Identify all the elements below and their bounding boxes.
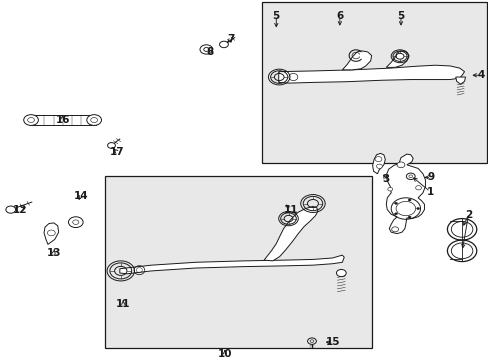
- Text: 15: 15: [325, 337, 340, 347]
- Text: 4: 4: [477, 70, 485, 80]
- Circle shape: [47, 230, 55, 236]
- Circle shape: [376, 164, 382, 168]
- Circle shape: [374, 157, 381, 162]
- Text: 5: 5: [272, 11, 279, 21]
- Text: 3: 3: [382, 174, 389, 184]
- Circle shape: [396, 162, 404, 168]
- Text: 11: 11: [283, 204, 298, 215]
- Text: 12: 12: [13, 204, 28, 215]
- Circle shape: [87, 115, 102, 125]
- Text: 8: 8: [206, 47, 213, 57]
- Circle shape: [387, 188, 392, 191]
- Circle shape: [394, 213, 397, 215]
- Circle shape: [107, 143, 115, 148]
- Polygon shape: [44, 223, 59, 244]
- Circle shape: [416, 207, 419, 210]
- Circle shape: [415, 186, 421, 190]
- Text: 9: 9: [427, 172, 434, 183]
- Circle shape: [6, 206, 16, 213]
- Bar: [261, 2, 486, 163]
- Polygon shape: [342, 51, 371, 70]
- Circle shape: [407, 199, 410, 201]
- Text: 6: 6: [336, 11, 343, 21]
- Circle shape: [407, 216, 410, 218]
- Circle shape: [394, 202, 397, 204]
- Circle shape: [23, 115, 38, 125]
- Polygon shape: [264, 206, 317, 261]
- Circle shape: [219, 41, 228, 48]
- Text: 2: 2: [464, 210, 471, 220]
- Text: 17: 17: [110, 147, 124, 157]
- Polygon shape: [372, 153, 385, 174]
- Bar: [105, 176, 371, 347]
- Text: 5: 5: [397, 11, 404, 21]
- Polygon shape: [278, 65, 464, 83]
- Polygon shape: [455, 77, 465, 84]
- Bar: [29, 116, 96, 125]
- Text: 16: 16: [55, 115, 70, 125]
- Polygon shape: [120, 255, 344, 274]
- Text: 13: 13: [46, 248, 61, 258]
- Circle shape: [336, 270, 346, 276]
- Circle shape: [391, 227, 398, 232]
- Text: 10: 10: [217, 349, 232, 359]
- Text: 7: 7: [226, 35, 234, 44]
- Text: 14: 14: [73, 192, 88, 201]
- Polygon shape: [386, 51, 408, 67]
- Text: 11: 11: [116, 299, 130, 309]
- Text: 1: 1: [426, 187, 433, 197]
- Polygon shape: [386, 154, 425, 234]
